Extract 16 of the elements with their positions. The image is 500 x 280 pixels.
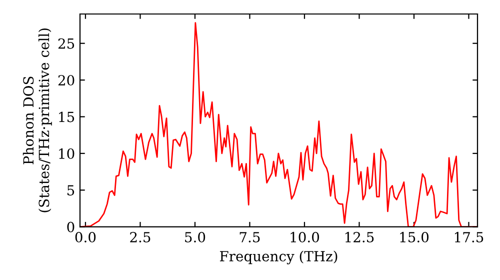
x-tick-label: 10.0 xyxy=(290,232,320,242)
x-tick-label: 0.0 xyxy=(75,232,96,242)
x-tick-label: 2.5 xyxy=(130,232,150,242)
y-tick-label: 25 xyxy=(58,38,74,49)
y-tick-label: 20 xyxy=(58,75,74,86)
x-tick-label: 15.0 xyxy=(400,232,429,242)
x-axis-title: Frequency (THz) xyxy=(220,250,338,264)
y-axis-title: Phonon DOS (States/THz·primitive cell) xyxy=(22,28,52,212)
y-tick-label: 5 xyxy=(67,185,74,196)
x-tick-label: 5.0 xyxy=(185,232,206,242)
y-tick-label: 10 xyxy=(59,148,74,159)
x-tick-label: 7.5 xyxy=(240,232,260,242)
y-tick-label: 0 xyxy=(67,222,74,232)
y-tick-label: 15 xyxy=(59,112,74,122)
x-tick-label: 12.5 xyxy=(345,232,374,242)
x-tick-label: 17.5 xyxy=(454,232,484,242)
